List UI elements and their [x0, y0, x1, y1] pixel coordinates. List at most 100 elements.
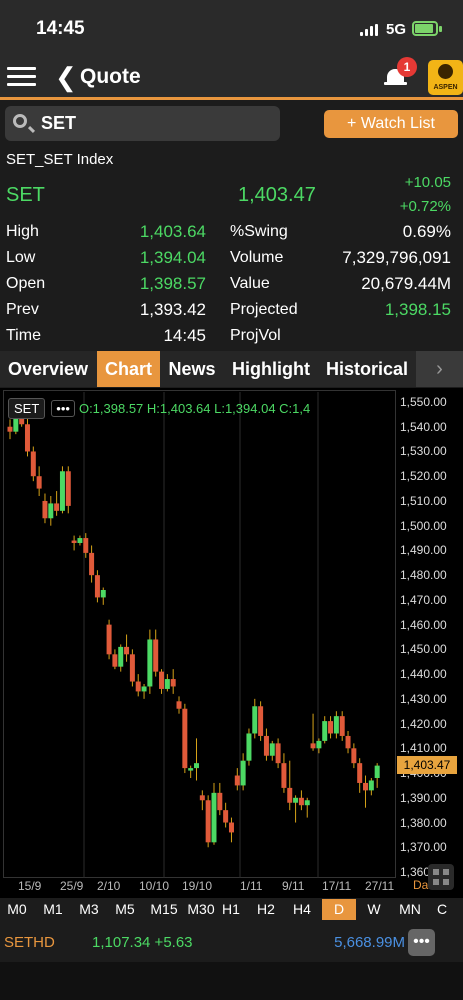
- candle: [48, 496, 54, 526]
- candle: [77, 535, 83, 546]
- tab-news[interactable]: News: [168, 359, 216, 379]
- timeframe-h4[interactable]: H4: [293, 901, 311, 917]
- candle-body: [13, 416, 19, 432]
- candle-body: [36, 476, 42, 489]
- stat-value: 7,329,796,091: [342, 248, 451, 267]
- candle: [287, 760, 293, 811]
- timeframe-m5[interactable]: M5: [115, 901, 135, 917]
- candle: [188, 765, 194, 778]
- footer-volume: 5,668.99M: [334, 934, 405, 951]
- candle: [263, 728, 269, 761]
- candle-body: [211, 792, 217, 843]
- timeframe-m30[interactable]: M30: [187, 901, 215, 917]
- candle-body: [147, 639, 153, 687]
- candle: [182, 703, 188, 774]
- candle-body: [217, 792, 223, 811]
- y-tick-label: 1,490.00: [400, 543, 447, 558]
- candle: [176, 696, 182, 714]
- stat-value: 1,403.64: [139, 222, 206, 241]
- candle: [147, 629, 153, 694]
- menu-icon[interactable]: [7, 65, 36, 89]
- timeframe-h1[interactable]: H1: [222, 901, 240, 917]
- quote-change-pct: +0.72%: [399, 198, 451, 215]
- y-tick-label: 1,410.00: [400, 741, 447, 756]
- footer-more-icon[interactable]: •••: [408, 929, 435, 956]
- tab-overview[interactable]: Overview: [7, 359, 89, 379]
- search-input[interactable]: [41, 106, 271, 141]
- timeframe-mn[interactable]: MN: [399, 901, 421, 917]
- y-tick-label: 1,530.00: [400, 444, 447, 459]
- candle-body: [223, 810, 229, 823]
- stat-value: 1,393.42: [139, 300, 206, 319]
- candle-body: [194, 763, 199, 769]
- chart-more-icon[interactable]: •••: [51, 400, 75, 417]
- candle: [129, 649, 135, 687]
- candle-body: [333, 716, 339, 734]
- tab-bar: Overview Chart News Highlight Historical…: [0, 351, 463, 387]
- candle-body: [106, 624, 112, 655]
- battery-tip-icon: [439, 26, 442, 32]
- candle-body: [205, 800, 211, 843]
- candle-body: [112, 654, 118, 667]
- chart-area[interactable]: [0, 388, 463, 898]
- chart-grid-icon[interactable]: [428, 864, 454, 890]
- candle: [141, 684, 147, 699]
- candlestick-chart[interactable]: [4, 392, 395, 878]
- candle-body: [374, 765, 380, 778]
- tab-highlight[interactable]: Highlight: [232, 359, 310, 379]
- candle-body: [246, 733, 252, 761]
- candle-body: [141, 686, 147, 692]
- chart-ohlc-text: O:1,398.57 H:1,403.64 L:1,394.04 C:1,4: [78, 401, 311, 416]
- notification-badge: 1: [397, 57, 417, 77]
- chart-symbol-chip[interactable]: SET: [8, 398, 46, 419]
- candle: [54, 491, 60, 516]
- y-tick-label: 1,430.00: [400, 691, 447, 706]
- add-watchlist-button[interactable]: + Watch List: [324, 110, 458, 138]
- timeframe-w[interactable]: W: [367, 901, 381, 917]
- y-tick-label: 1,380.00: [400, 815, 447, 830]
- candle-body: [281, 763, 287, 788]
- candle: [118, 644, 124, 672]
- stat-label: Prev: [6, 301, 39, 318]
- candle-body: [71, 540, 77, 543]
- tab-next-chevron-icon[interactable]: ›: [416, 351, 463, 387]
- y-tick-label: 1,520.00: [400, 469, 447, 484]
- candle-body: [24, 424, 30, 452]
- candle-body: [188, 768, 194, 771]
- candle: [89, 545, 95, 583]
- candle-body: [328, 721, 334, 734]
- stat-value: 0.69%: [402, 222, 451, 241]
- candle-body: [182, 708, 188, 769]
- timeframe-d[interactable]: D: [322, 899, 356, 920]
- candle: [351, 743, 357, 769]
- tab-historical[interactable]: Historical: [325, 359, 409, 379]
- candle: [124, 634, 130, 662]
- stat-value: 14:45: [163, 326, 206, 345]
- timeframe-c[interactable]: C: [436, 901, 448, 917]
- candle: [65, 466, 71, 514]
- candle: [363, 775, 369, 808]
- timeframe-m0[interactable]: M0: [7, 901, 27, 917]
- candle: [164, 674, 170, 692]
- page-title: Quote: [80, 65, 141, 88]
- y-tick-label: 1,450.00: [400, 642, 447, 657]
- timeframe-m1[interactable]: M1: [43, 901, 63, 917]
- candle: [205, 795, 211, 848]
- candle: [71, 535, 77, 551]
- candle: [199, 790, 205, 811]
- candle: [298, 790, 304, 811]
- candle-body: [42, 500, 48, 519]
- candle: [316, 738, 322, 754]
- tab-chart[interactable]: Chart: [97, 351, 160, 387]
- search-box[interactable]: [5, 106, 280, 141]
- timeframe-m15[interactable]: M15: [150, 901, 178, 917]
- candle: [240, 753, 246, 791]
- y-tick-label: 1,460.00: [400, 617, 447, 632]
- timeframe-m3[interactable]: M3: [79, 901, 99, 917]
- candle-body: [240, 760, 246, 786]
- back-chevron-icon[interactable]: ❮: [55, 62, 77, 92]
- candle-body: [59, 471, 65, 511]
- timeframe-h2[interactable]: H2: [257, 901, 275, 917]
- footer-symbol[interactable]: SETHD: [4, 934, 55, 951]
- x-tick-label: 9/11: [282, 879, 305, 893]
